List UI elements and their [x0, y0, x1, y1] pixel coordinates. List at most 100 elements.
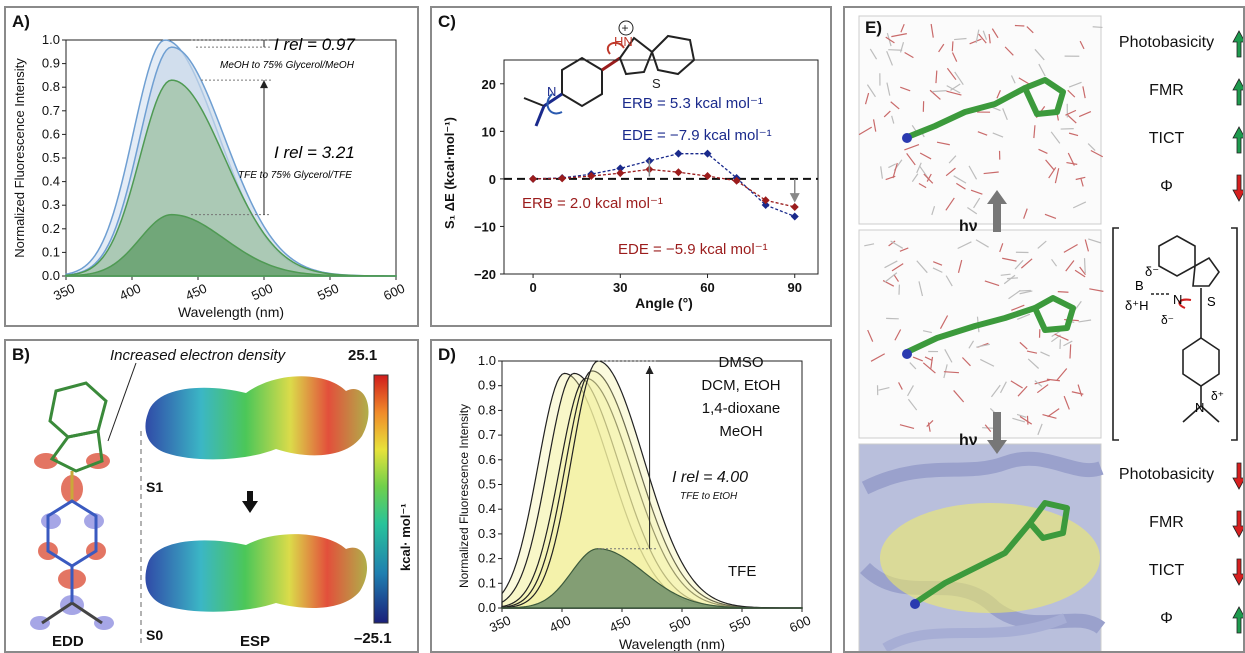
chart-d-xtick: 550 — [727, 613, 753, 636]
twist-molecule — [523, 34, 696, 127]
property-row: TICT — [1103, 124, 1243, 172]
esp-scale-unit: kcal· mol⁻¹ — [398, 503, 413, 571]
chart-d-xtick: 400 — [547, 613, 573, 636]
chart-c-ytick: 20 — [482, 77, 496, 92]
arrow-up-icon — [1232, 606, 1243, 639]
s-label: S — [652, 76, 661, 91]
chart-a-ytick: 0.8 — [42, 79, 60, 94]
tfe-label: TFE — [728, 563, 757, 580]
chart-c-point — [761, 201, 770, 210]
panel-a-label: A) — [12, 12, 30, 31]
chart-c-point — [558, 174, 567, 183]
svg-text:N: N — [1173, 292, 1182, 307]
property-label: FMR — [1149, 82, 1184, 99]
chart-d-ytick: 0.6 — [478, 452, 496, 467]
chart-c-xlabel: Angle (°) — [635, 295, 693, 311]
chart-d-ytick: 0.7 — [478, 427, 496, 442]
chart-a-xtick: 500 — [249, 281, 275, 304]
chart-d-ytick: 0.9 — [478, 378, 496, 393]
ede-blue-label: EDE = −7.9 kcal mol⁻¹ — [622, 127, 772, 144]
chart-c-ytick: −10 — [474, 219, 496, 234]
property-label: Φ — [1160, 178, 1173, 195]
chart-a-series — [65, 213, 397, 277]
solvent-3: 1,4-dioxane — [701, 400, 781, 417]
svg-text:δ⁻: δ⁻ — [1161, 313, 1174, 327]
n-label: N — [547, 84, 556, 99]
chart-c-xtick: 90 — [788, 280, 802, 295]
chart-c-ylabel: S₁ ΔE (kcal·mol⁻¹) — [442, 117, 457, 229]
erb-blue-label: ERB = 5.3 kcal mol⁻¹ — [622, 95, 763, 112]
panel-e: E) — [843, 6, 1245, 653]
chart-a-ytick: 0.5 — [42, 150, 60, 165]
chart-a-ytick: 0.0 — [42, 268, 60, 283]
chart-c-point — [761, 196, 770, 205]
chart-d-ytick: 0.8 — [478, 402, 496, 417]
chart-c-point — [703, 172, 712, 181]
property-row: Photobasicity — [1103, 28, 1243, 76]
hv-label-top: hν — [959, 218, 978, 235]
chart-c-point — [732, 176, 741, 185]
panel-e-graphics: δ⁻ B δ⁺H N S δ⁻ N δ⁺ — [858, 15, 1238, 651]
bottom-properties: Photobasicity FMR TICT Φ — [1103, 460, 1243, 651]
arrow-down-icon — [1232, 510, 1243, 543]
chart-c-point — [529, 174, 538, 183]
property-row: Φ — [1103, 604, 1243, 651]
hn-label: HN — [614, 34, 633, 49]
chart-a: Normalized Fluorescence Intensity Wavele… — [12, 32, 407, 320]
chart-d-ytick: 1.0 — [478, 353, 496, 368]
chart-d-ytick: 0.3 — [478, 526, 496, 541]
property-row: Photobasicity — [1103, 460, 1243, 508]
chart-d-ytick: 0.0 — [478, 600, 496, 615]
svg-text:δ⁻: δ⁻ — [1145, 264, 1159, 279]
chart-a-ytick: 0.1 — [42, 244, 60, 259]
chart-c-xtick: 30 — [613, 280, 627, 295]
panel-e-label: E) — [865, 18, 882, 37]
chart-c-point — [674, 149, 683, 158]
esp-color-scale — [373, 374, 389, 624]
property-row: FMR — [1103, 508, 1243, 556]
chart-a-xtick: 600 — [381, 281, 407, 304]
top-properties: Photobasicity FMR TICT Φ — [1103, 28, 1243, 220]
chart-a-xtick: 350 — [51, 281, 77, 304]
chart-a-ytick: 0.9 — [42, 56, 60, 71]
edd-callout-label: Increased electron density — [110, 347, 286, 364]
panel-c-label: C) — [438, 12, 456, 31]
esp-s1-surface — [145, 376, 369, 460]
chart-c-ytick: −20 — [474, 267, 496, 282]
svg-text:δ⁺: δ⁺ — [1211, 389, 1224, 403]
ede-red-label: EDE = −5.9 kcal mol⁻¹ — [618, 241, 768, 258]
d-ann-value: I rel = 4.00 — [672, 469, 749, 486]
property-label: TICT — [1148, 130, 1185, 147]
chart-c-point — [616, 164, 625, 173]
chart-d-ytick: 0.2 — [478, 551, 496, 566]
chart-a-ann1-sub: MeOH to 75% Glycerol/MeOH — [220, 60, 355, 71]
arrow-down-icon — [1232, 558, 1243, 591]
chart-a-ann1: I rel = 0.97 — [274, 35, 355, 54]
chart-c-point — [703, 149, 712, 158]
esp-label: ESP — [240, 633, 271, 650]
chart-c-point — [587, 172, 596, 181]
chart-c-point — [674, 168, 683, 177]
d-ann-sub: TFE to EtOH — [680, 491, 738, 502]
svg-text:N: N — [1195, 400, 1204, 415]
chart-d-xtick: 600 — [787, 613, 813, 636]
chart-a-ytick: 0.7 — [42, 103, 60, 118]
property-label: Photobasicity — [1118, 34, 1215, 51]
chart-d-ytick: 0.1 — [478, 575, 496, 590]
svg-text:S: S — [1207, 294, 1216, 309]
solvent-1: DMSO — [718, 354, 764, 371]
arrow-up-icon — [1232, 78, 1243, 111]
s0-label: S0 — [146, 627, 164, 643]
edd-label: EDD — [52, 633, 84, 650]
chart-d-xlabel: Wavelength (nm) — [619, 636, 725, 652]
chart-c-series — [533, 168, 795, 208]
chart-a-ytick: 1.0 — [42, 32, 60, 47]
svg-text:B: B — [1135, 278, 1144, 293]
chart-a-ylabel: Normalized Fluorescence Intensity — [12, 58, 27, 258]
property-row: Φ — [1103, 172, 1243, 220]
arrow-up-icon — [1232, 126, 1243, 159]
chart-d-xtick: 450 — [607, 613, 633, 636]
panel-d: D) Normalized Fluorescence Intensity Wav… — [430, 339, 832, 653]
svg-text:δ⁺H: δ⁺H — [1125, 298, 1149, 313]
esp-s0-surface — [145, 534, 368, 612]
